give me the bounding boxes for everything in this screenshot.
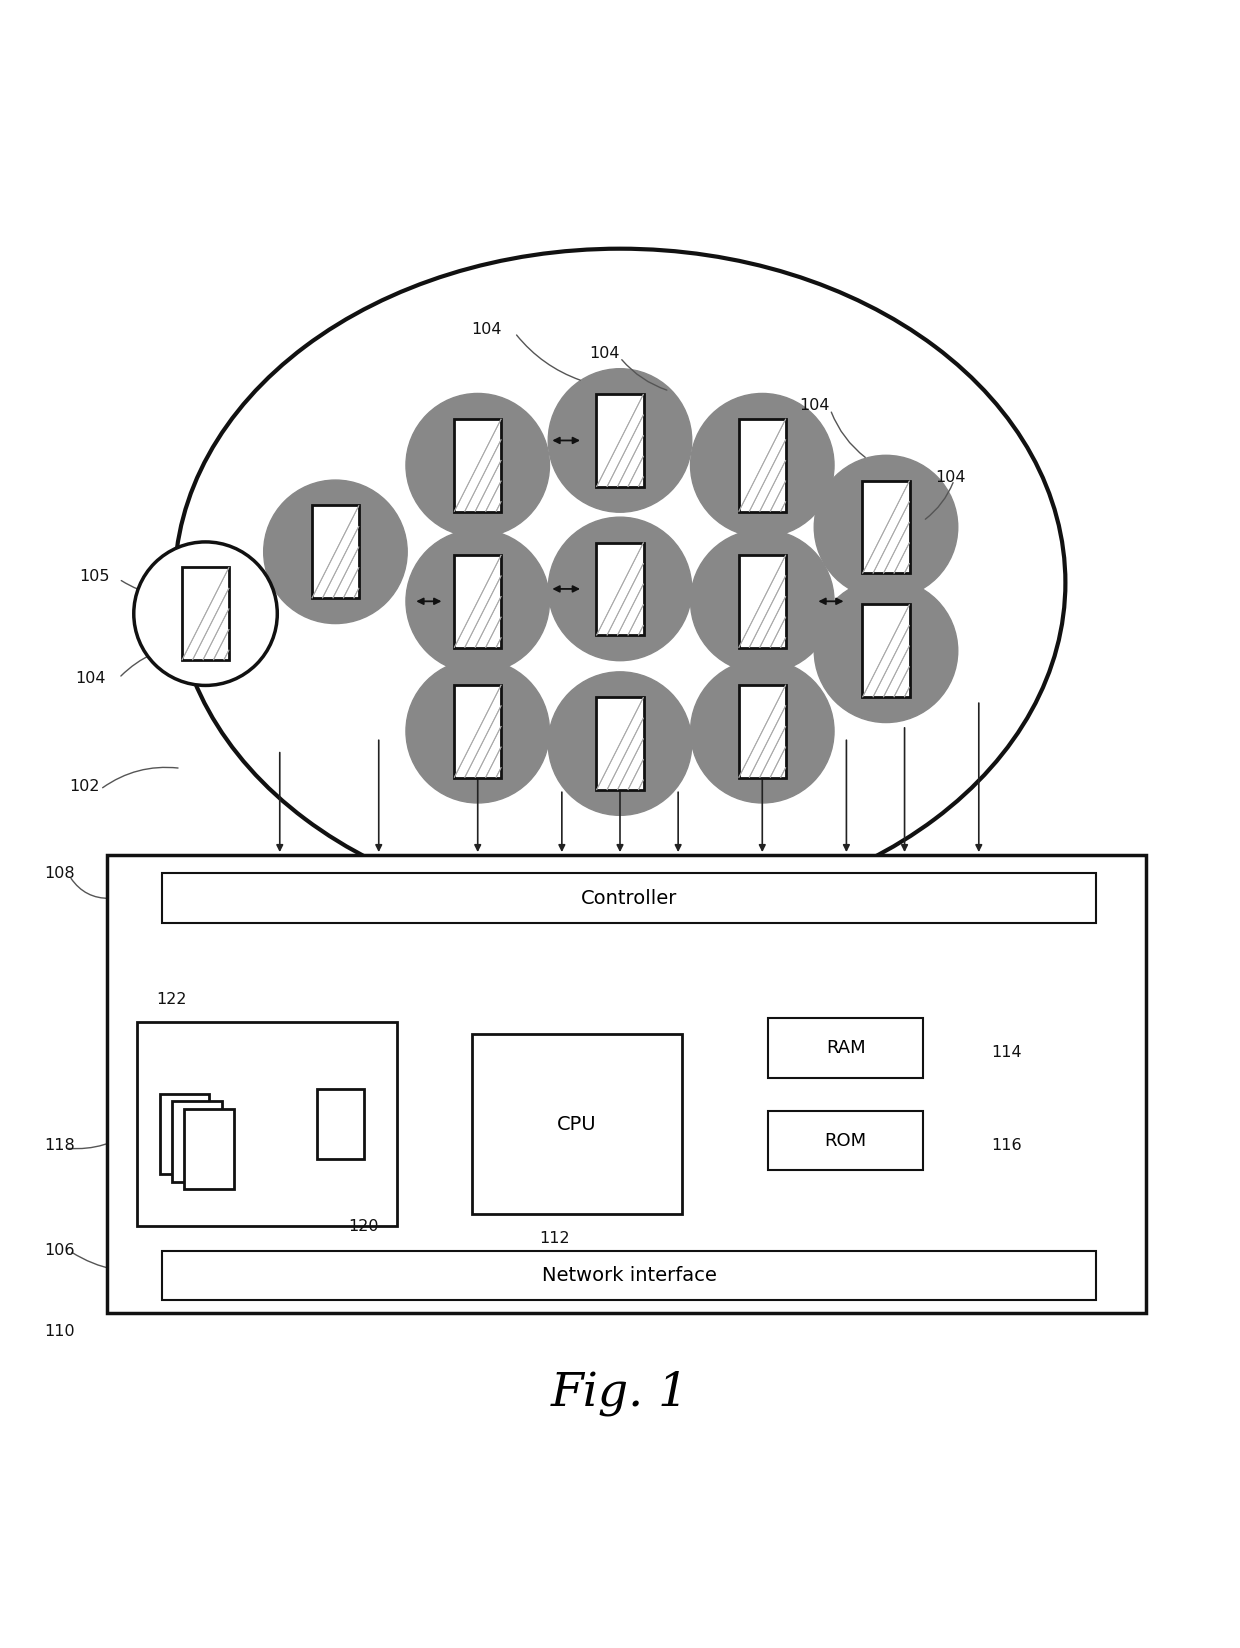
Bar: [769, 1018, 923, 1078]
Text: 106: 106: [45, 1243, 76, 1259]
Circle shape: [134, 542, 278, 686]
Bar: [107, 855, 1146, 1313]
Bar: [317, 1089, 363, 1159]
Text: 122: 122: [156, 992, 186, 1007]
Bar: [172, 1101, 222, 1182]
Text: 112: 112: [539, 1231, 570, 1246]
Bar: [312, 506, 358, 598]
Circle shape: [691, 529, 835, 672]
Bar: [596, 697, 644, 789]
Circle shape: [405, 659, 549, 803]
Bar: [162, 873, 1096, 923]
Bar: [454, 419, 501, 511]
Text: 116: 116: [991, 1139, 1022, 1154]
Text: 108: 108: [45, 865, 76, 882]
Circle shape: [815, 455, 957, 598]
Text: 118: 118: [45, 1139, 76, 1154]
Bar: [454, 555, 501, 648]
Text: ROM: ROM: [825, 1132, 867, 1150]
Circle shape: [548, 672, 692, 816]
Text: CPU: CPU: [557, 1114, 596, 1134]
Text: 114: 114: [991, 1045, 1022, 1060]
Bar: [471, 1035, 682, 1213]
Bar: [769, 1111, 923, 1170]
Circle shape: [815, 578, 957, 722]
Text: RAM: RAM: [826, 1038, 866, 1056]
Text: 104: 104: [589, 346, 620, 361]
Text: 104: 104: [76, 671, 107, 686]
Circle shape: [405, 529, 549, 672]
Bar: [182, 567, 229, 661]
Bar: [138, 1022, 397, 1226]
Text: Network interface: Network interface: [542, 1266, 717, 1285]
Bar: [863, 605, 909, 697]
Bar: [863, 481, 909, 574]
Bar: [739, 555, 786, 648]
Circle shape: [691, 394, 835, 537]
Bar: [160, 1094, 210, 1173]
Circle shape: [264, 480, 407, 623]
Bar: [739, 686, 786, 778]
Bar: [185, 1109, 234, 1188]
Bar: [596, 394, 644, 486]
Bar: [454, 686, 501, 778]
Circle shape: [405, 394, 549, 537]
Text: 102: 102: [69, 780, 100, 794]
Text: 120: 120: [347, 1218, 378, 1234]
Text: 104: 104: [471, 321, 502, 336]
Text: 110: 110: [45, 1323, 76, 1338]
Text: 104: 104: [800, 399, 830, 414]
Circle shape: [548, 517, 692, 661]
Text: Controller: Controller: [582, 888, 677, 908]
Circle shape: [548, 369, 692, 513]
Circle shape: [691, 659, 835, 803]
Text: 105: 105: [79, 569, 110, 583]
Bar: [162, 1251, 1096, 1300]
Text: 104: 104: [935, 470, 966, 485]
Bar: [739, 419, 786, 511]
Bar: [596, 542, 644, 636]
Text: Fig. 1: Fig. 1: [551, 1371, 689, 1416]
